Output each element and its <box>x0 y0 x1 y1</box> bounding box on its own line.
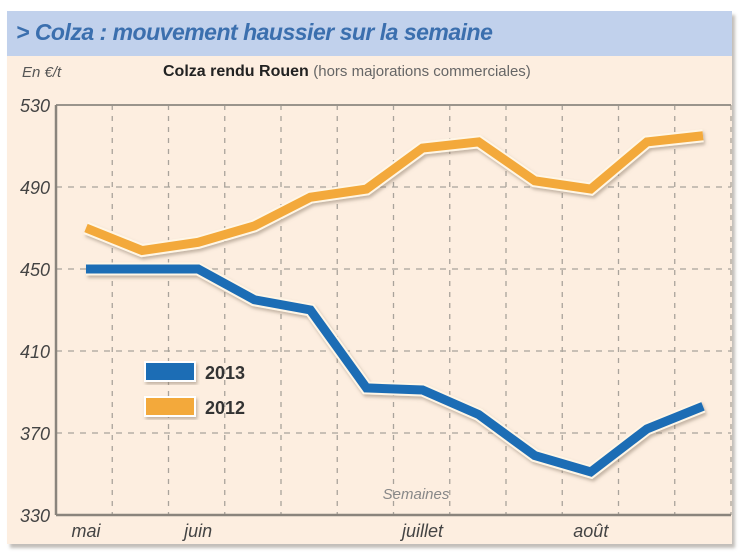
chart-title: Colza rendu Rouen (hors majorations comm… <box>163 63 531 81</box>
axes <box>54 104 731 517</box>
y-unit-label: En €/t <box>22 64 62 81</box>
legend: 2013 2012 <box>144 361 245 418</box>
series-lines <box>83 129 706 480</box>
y-tick-label: 450 <box>20 260 50 280</box>
legend-swatch-2012 <box>144 396 196 417</box>
y-tick-label: 490 <box>20 178 50 198</box>
y-tick-label: 370 <box>20 424 50 444</box>
chart-title-main: Colza rendu Rouen <box>163 63 309 80</box>
y-axis-ticks: 530 490 450 410 370 330 <box>20 96 50 526</box>
series-line-2012 <box>84 131 704 256</box>
x-tick-label-month: août <box>573 521 609 541</box>
chart-subtitle: (hors majorations commerciales) <box>313 63 531 80</box>
series-2013 <box>85 262 706 480</box>
legend-label-2012: 2012 <box>205 398 245 418</box>
series-line-2013 <box>86 264 705 477</box>
series-2012 <box>83 129 704 258</box>
y-tick-label: 530 <box>20 96 50 116</box>
header-title: > Colza : mouvement haussier sur la sema… <box>16 19 493 45</box>
x-tick-label-month: juillet <box>399 521 444 541</box>
header-band: > Colza : mouvement haussier sur la sema… <box>7 11 732 56</box>
x-tick-label-month: juin <box>181 521 212 541</box>
legend-label-2013: 2013 <box>205 363 245 383</box>
series-outline <box>83 129 704 258</box>
x-axis-ticks: mai juin juillet août <box>71 521 609 541</box>
chart-panel: > Colza : mouvement haussier sur la sema… <box>7 11 732 544</box>
legend-swatch-2013 <box>144 361 196 382</box>
y-tick-label: 410 <box>20 342 50 362</box>
y-tick-label: 330 <box>20 506 50 526</box>
x-tick-label-month: mai <box>71 521 101 541</box>
x-axis-label: Semaines <box>383 486 450 503</box>
